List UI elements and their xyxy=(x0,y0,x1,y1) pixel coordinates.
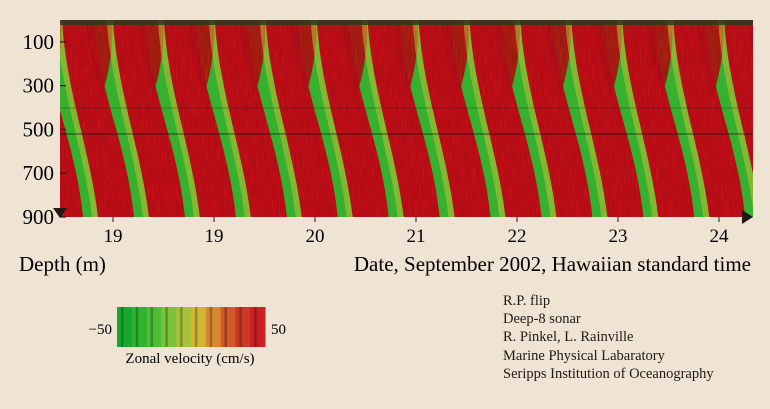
colorbar-cell xyxy=(161,307,177,347)
credit-line: R. Pinkel, L. Rainville xyxy=(503,329,634,346)
y-tick-label: 300 xyxy=(23,74,55,98)
velocity-band-lobe xyxy=(544,20,571,95)
velocity-band xyxy=(622,20,695,217)
velocity-band-lobe xyxy=(748,20,753,54)
velocity-band-lobe xyxy=(187,20,215,95)
x-tick-label: 19 xyxy=(205,226,224,247)
y-tick-label: 100 xyxy=(23,30,55,54)
velocity-band-lobe xyxy=(289,20,317,95)
velocity-band xyxy=(62,20,134,217)
colorbar-cell xyxy=(176,307,192,347)
y-tick-label: 700 xyxy=(23,161,55,185)
colorbar-min-label: −50 xyxy=(89,322,112,338)
velocity-band xyxy=(316,20,389,217)
velocity-band xyxy=(265,20,338,217)
velocity-band-lobe xyxy=(136,20,164,95)
velocity-band xyxy=(520,20,593,217)
velocity-band-lobe xyxy=(340,20,368,95)
velocity-band-lobe xyxy=(86,20,113,95)
colorbar: −50 50 Zonal velocity (cm/s) xyxy=(89,307,286,367)
y-tick-label: 500 xyxy=(23,117,55,141)
y-tick-label: 900 xyxy=(23,205,55,229)
velocity-band xyxy=(673,20,746,217)
x-tick-label: 23 xyxy=(609,226,628,247)
credit-line: R.P. flip xyxy=(503,293,551,309)
velocity-band xyxy=(112,20,185,217)
x-axis-label: Date, September 2002, Hawaiian standard … xyxy=(354,252,751,276)
colorbar-label: Zonal velocity (cm/s) xyxy=(125,351,254,367)
colorbar-cell xyxy=(146,307,162,347)
velocity-band xyxy=(214,20,287,217)
heatmap-plot xyxy=(60,20,753,217)
colorbar-cell xyxy=(220,307,236,347)
x-tick-label: 21 xyxy=(407,226,426,247)
credit-line: Seripps Institution of Oceanography xyxy=(503,365,714,382)
velocity-band xyxy=(367,20,440,217)
velocity-bands xyxy=(60,20,753,217)
colorbar-cell xyxy=(117,307,133,347)
velocity-band-lobe xyxy=(391,20,419,95)
colorbar-cell xyxy=(205,307,222,347)
x-tick-label: 20 xyxy=(306,226,325,247)
velocity-band-lobe xyxy=(442,20,469,95)
credits-block: R.P. flip Deep-8 sonar R. Pinkel, L. Rai… xyxy=(503,292,714,383)
surface-strip xyxy=(60,20,753,25)
velocity-band xyxy=(469,20,542,217)
velocity-band-lobe xyxy=(595,20,622,95)
y-axis-ticks: 100 300 500 700 900 xyxy=(23,30,66,229)
velocity-band xyxy=(60,110,84,217)
x-axis-arrow xyxy=(742,210,753,224)
x-axis-ticks: 19 19 20 21 22 23 24 xyxy=(104,217,730,247)
velocity-band-lobe xyxy=(697,20,724,95)
colorbar-cell xyxy=(250,307,266,347)
velocity-band xyxy=(163,20,236,217)
x-tick-label: 19 xyxy=(104,226,123,247)
credit-line: Deep-8 sonar xyxy=(503,311,581,328)
credit-line: Marine Physical Labaratory xyxy=(503,347,665,364)
velocity-band xyxy=(571,20,644,217)
y-axis-arrow xyxy=(53,208,67,218)
y-axis-label: Depth (m) xyxy=(19,252,106,276)
velocity-band xyxy=(724,20,753,175)
colorbar-cell xyxy=(191,307,207,347)
colorbar-cell xyxy=(131,307,148,347)
velocity-band-lobe xyxy=(238,20,266,95)
velocity-band-lobe xyxy=(493,20,520,95)
x-tick-label: 22 xyxy=(508,226,527,247)
velocity-band xyxy=(418,20,491,217)
velocity-band-lobe xyxy=(646,20,673,95)
colorbar-cell xyxy=(235,307,251,347)
x-tick-label: 24 xyxy=(710,226,730,247)
colorbar-max-label: 50 xyxy=(271,322,286,338)
